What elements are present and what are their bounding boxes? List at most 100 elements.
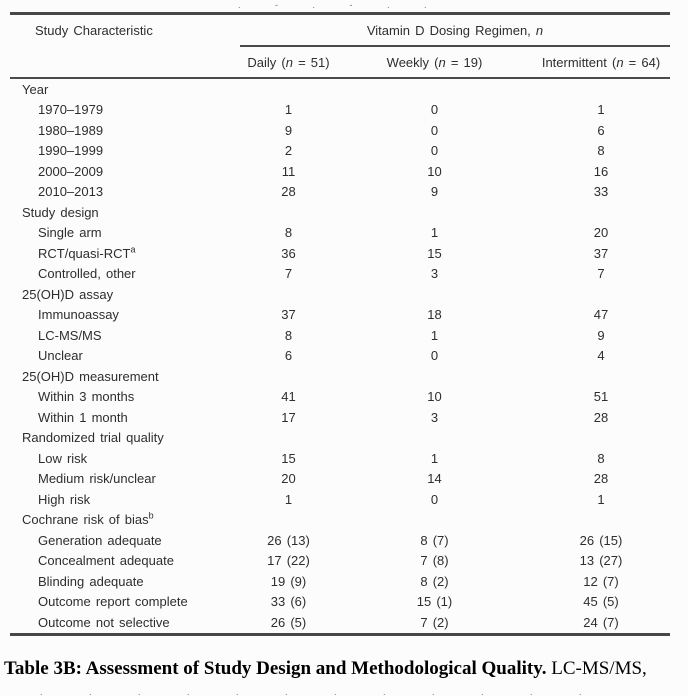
row-label-text: Within 3 months xyxy=(38,389,135,405)
cell-value: 0 xyxy=(430,491,439,507)
table-bottom-rule xyxy=(10,632,670,636)
cell-value: 8 xyxy=(597,450,605,466)
col-header-text: = 64) xyxy=(623,54,661,70)
row-label: 1970–1979 xyxy=(10,102,240,117)
row-label-text: LC-MS/MS xyxy=(38,327,102,343)
table-top-rule xyxy=(10,12,670,15)
cell-value: 9 xyxy=(430,184,439,200)
row-label-text: Study design xyxy=(22,204,99,220)
row-label: Concealment adequate xyxy=(10,553,240,568)
row-label-text: 25(OH)D assay xyxy=(22,286,114,302)
row-label: Generation adequate xyxy=(10,533,240,548)
cell-value: 9 xyxy=(597,327,605,343)
row-label: Controlled, other xyxy=(10,266,240,281)
cell-value: 7 (2) xyxy=(420,614,449,630)
row-label: Randomized trial quality xyxy=(10,430,240,445)
row-label-text: RCT/quasi-RCT xyxy=(38,245,131,261)
cell-value: 1 xyxy=(284,102,293,118)
cell-value: 3 xyxy=(430,266,439,282)
row-label: Cochrane risk of biasb xyxy=(10,510,240,527)
table-row: 1980–1989 9 0 6 xyxy=(10,120,670,141)
cell-value: 51 xyxy=(593,389,609,405)
cell-value: 28 xyxy=(593,409,609,425)
cell-value: 1 xyxy=(597,491,605,507)
table-section-row: 25(OH)D assay xyxy=(10,284,670,305)
cell-value: 8 (2) xyxy=(420,573,449,589)
cell-value: 13 (27) xyxy=(579,553,623,569)
cell-value: 7 xyxy=(284,266,293,282)
row-label: Low risk xyxy=(10,451,240,466)
cell-value: 18 xyxy=(427,307,442,323)
table-row: Immunoassay 37 18 47 xyxy=(10,305,670,326)
col-header-text: = 19) xyxy=(445,54,483,70)
cell-value: 15 xyxy=(427,245,442,261)
table-subheader-row: Daily (n = 51) Weekly (n = 19) Intermitt… xyxy=(10,47,670,77)
cell-value: 0 xyxy=(430,122,439,138)
table-header-group-row: Study Characteristic Vitamin D Dosing Re… xyxy=(10,15,670,45)
cell-value: 41 xyxy=(281,389,296,405)
cell-value: 1 xyxy=(597,102,605,118)
cell-value: 8 (7) xyxy=(420,532,449,548)
cell-value: 36 xyxy=(281,245,296,261)
row-label: Within 1 month xyxy=(10,410,240,425)
table-row: RCT/quasi-RCTa 36 15 37 xyxy=(10,243,670,264)
cropped-text-bottom: . . . . . . . . . . . . xyxy=(40,689,604,696)
cell-value: 45 (5) xyxy=(583,594,619,610)
table-row: Concealment adequate 17 (22) 7 (8) 13 (27) xyxy=(10,551,670,572)
cell-value: 20 xyxy=(593,225,609,241)
cell-value: 28 xyxy=(593,471,609,487)
table-row: Outcome report complete 33 (6) 15 (1) 45 (5… xyxy=(10,592,670,613)
row-label: 1990–1999 xyxy=(10,143,240,158)
table-body: Year 1970–1979 1 0 1 1980–1989 9 0 6 1990–1999 2 0 8… xyxy=(10,79,670,633)
row-label: 25(OH)D assay xyxy=(10,287,240,302)
row-label: Single arm xyxy=(10,225,240,240)
cell-value: 28 xyxy=(281,184,296,200)
table-row: Within 1 month 17 3 28 xyxy=(10,407,670,428)
table-row: Single arm 8 1 20 xyxy=(10,223,670,244)
cell-value: 2 xyxy=(284,143,293,159)
row-label-text: High risk xyxy=(38,491,91,507)
cell-value: 1 xyxy=(430,225,439,241)
row-label-text: 1980–1989 xyxy=(38,122,104,138)
cell-value: 24 (7) xyxy=(583,614,619,630)
cell-value: 26 (15) xyxy=(579,532,623,548)
row-label: Blinding adequate xyxy=(10,574,240,589)
row-label-text: Outcome report complete xyxy=(38,594,188,610)
col-header-italic-n: n xyxy=(438,54,446,70)
row-label-text: 1990–1999 xyxy=(38,143,104,159)
row-label: Study design xyxy=(10,205,240,220)
col-header-text: Daily ( xyxy=(247,54,286,70)
row-label: High risk xyxy=(10,492,240,507)
cell-value: 26 (13) xyxy=(267,532,310,548)
footnote-marker: b xyxy=(148,510,154,521)
caption-bold-title: Table 3B: Assessment of Study Design and… xyxy=(4,657,547,679)
row-label: RCT/quasi-RCTa xyxy=(10,245,240,261)
row-label-text: Unclear xyxy=(38,348,83,364)
cell-value: 26 (5) xyxy=(270,614,307,630)
row-label: Outcome not selective xyxy=(10,615,240,630)
row-label: LC-MS/MS xyxy=(10,328,240,343)
cell-value: 11 xyxy=(281,163,296,179)
table-section-row: Study design xyxy=(10,202,670,223)
row-label-text: Within 1 month xyxy=(38,409,128,425)
header-body-divider-rule xyxy=(10,77,670,79)
col-header-intermittent: Intermittent (n = 64) xyxy=(532,55,670,70)
row-label: Medium risk/unclear xyxy=(10,471,240,486)
cell-value: 3 xyxy=(430,409,439,425)
cell-value: 6 xyxy=(284,348,293,364)
row-label-text: Immunoassay xyxy=(38,307,119,323)
table-row: 2000–2009 11 10 16 xyxy=(10,161,670,182)
row-label: 1980–1989 xyxy=(10,123,240,138)
table-row: Unclear 6 0 4 xyxy=(10,346,670,367)
col-header-text: Weekly ( xyxy=(386,54,439,70)
row-label-text: Year xyxy=(22,81,49,97)
row-label: Immunoassay xyxy=(10,307,240,322)
row-label-text: Randomized trial quality xyxy=(22,430,164,446)
table-row: Within 3 months 41 10 51 xyxy=(10,387,670,408)
table-row: Medium risk/unclear 20 14 28 xyxy=(10,469,670,490)
cell-value: 15 xyxy=(281,450,296,466)
row-label-text: 2010–2013 xyxy=(38,184,104,200)
row-label: Unclear xyxy=(10,348,240,363)
cell-value: 4 xyxy=(597,348,605,364)
col-header-study-characteristic: Study Characteristic xyxy=(35,22,153,38)
